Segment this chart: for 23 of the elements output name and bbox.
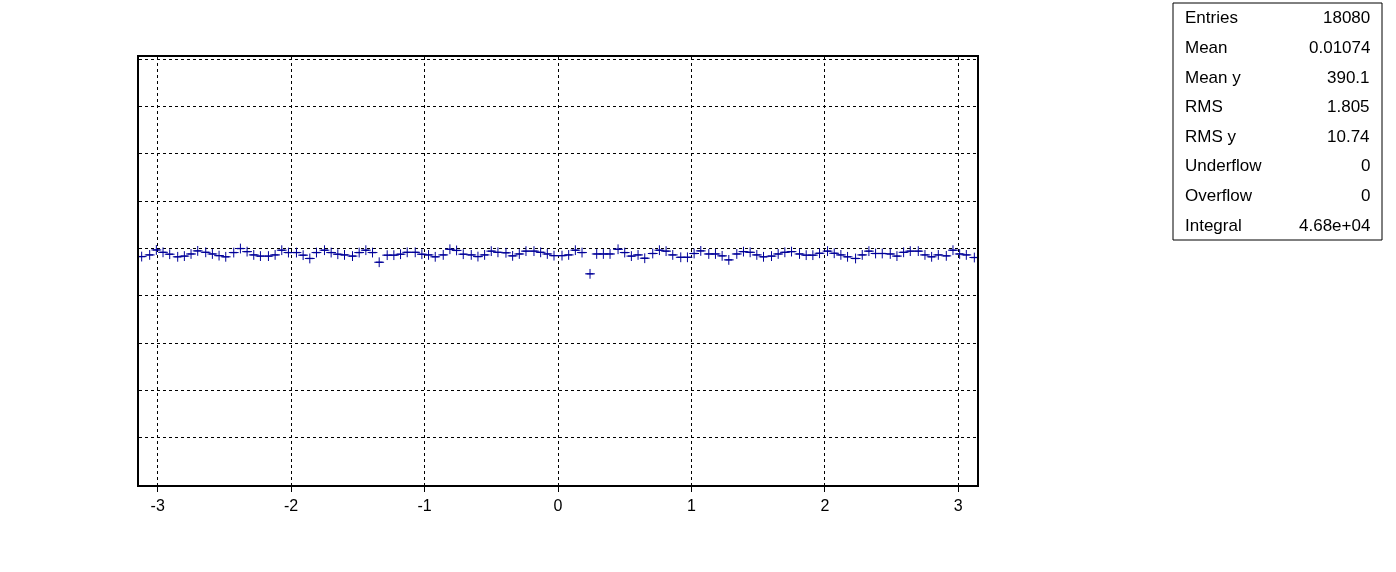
text: 18080 [1323, 8, 1371, 27]
text: 0 [1361, 186, 1371, 205]
text: 10.74 [1327, 127, 1370, 146]
text: Integral [1185, 216, 1242, 235]
text: Mean [1185, 38, 1228, 57]
text: 390.1 [1327, 68, 1370, 87]
text: RMS y [1185, 127, 1237, 146]
text: 1.805 [1327, 97, 1370, 116]
text: 4.68e+04 [1299, 216, 1371, 235]
text: Entries [1185, 8, 1238, 27]
text: Mean y [1185, 68, 1242, 87]
x-tick-label: -1 [417, 497, 432, 515]
x-tick-label: 2 [820, 497, 830, 515]
x-tick-label: 1 [686, 497, 696, 515]
x-tick-label: 0 [553, 497, 563, 515]
x-tick-label: -2 [284, 497, 299, 515]
x-tick-label: -3 [150, 497, 165, 515]
text: RMS [1185, 97, 1223, 116]
text: 0.01074 [1309, 38, 1371, 57]
x-tick-label: 3 [953, 497, 963, 515]
text: Overflow [1185, 186, 1253, 205]
text: Underflow [1185, 156, 1263, 175]
text: 0 [1361, 156, 1371, 175]
